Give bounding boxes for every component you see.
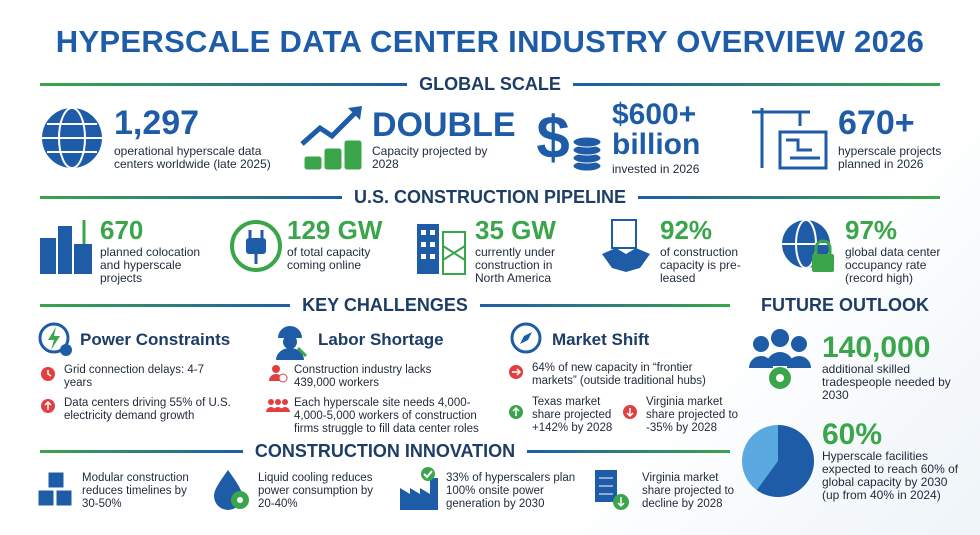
- stat-text: invested in 2026: [612, 162, 700, 176]
- server-down-icon: [595, 470, 629, 510]
- stat-text: hyperscale projects planned in 2026: [838, 144, 942, 171]
- construction-icon: [417, 224, 466, 275]
- svg-text:$: $: [536, 104, 569, 171]
- point-text: Liquid cooling reduces power consumption…: [258, 472, 374, 510]
- stat-value: 60%: [822, 418, 883, 451]
- globe-icon: [42, 107, 102, 169]
- heading-text: KEY CHALLENGES: [302, 295, 468, 315]
- divider: [40, 450, 243, 453]
- stat-value: 129 GW: [287, 215, 383, 245]
- stat-value: 1,297: [114, 104, 200, 142]
- stat-text: operational hyperscale data centers worl…: [114, 144, 271, 171]
- divider: [572, 83, 941, 86]
- group-title: Power Constraints: [80, 330, 231, 349]
- stat-text: global data center occupancy rate (recor…: [845, 245, 941, 285]
- modules-icon: [37, 471, 73, 507]
- point-text: Texas market share projected +142% by 20…: [532, 396, 613, 434]
- heading-text: CONSTRUCTION INNOVATION: [254, 441, 516, 461]
- stat-text: currently under construction in North Am…: [475, 245, 556, 285]
- section-heading: KEY CHALLENGES: [40, 295, 731, 316]
- stat-text: of total capacity coming online: [287, 245, 371, 272]
- crane-icon: [752, 108, 828, 170]
- right-icon: [509, 365, 523, 379]
- divider: [40, 83, 408, 86]
- up-icon: [509, 405, 523, 419]
- divider: [40, 304, 291, 307]
- page-title: HYPERSCALE DATA CENTER INDUSTRY OVERVIEW…: [55, 24, 925, 59]
- up-icon: [41, 399, 55, 413]
- stat-value: 92%: [660, 215, 713, 245]
- stat-value: 670+: [838, 104, 915, 142]
- divider: [638, 196, 940, 199]
- divider: [527, 450, 731, 453]
- factory-icon: [400, 467, 438, 510]
- point-text: Data centers driving 55% of U.S. electri…: [64, 397, 231, 422]
- point-text: Modular construction reduces timelines b…: [82, 472, 189, 510]
- compass-icon: [510, 322, 542, 354]
- heading-text: GLOBAL SCALE: [419, 74, 561, 94]
- stat-text: Hyperscale facilities expected to reach …: [822, 449, 959, 502]
- cooling-icon: [214, 470, 249, 510]
- point-text: Construction industry lacks 439,000 work…: [294, 364, 432, 389]
- dollar-icon: $: [536, 104, 602, 172]
- divider: [40, 196, 342, 199]
- stat-value: 97%: [845, 215, 898, 245]
- stat-value: $600+ billion: [612, 98, 701, 161]
- group-title: Labor Shortage: [318, 330, 444, 349]
- stat-value: 670: [100, 215, 144, 245]
- point-text: Each hyperscale site needs 4,000-4,000-5…: [294, 397, 479, 435]
- growth-icon: [300, 106, 363, 171]
- stat-value: DOUBLE: [372, 106, 516, 144]
- power-plug-icon: [230, 220, 282, 272]
- stat-text: planned colocation and hyperscale projec…: [100, 245, 201, 285]
- point-text: 64% of new capacity in “frontier markets…: [532, 362, 706, 387]
- stat-value: 140,000: [822, 331, 931, 364]
- globe-lock-icon: [782, 219, 834, 272]
- point-text: Virginia market share projected to -35% …: [646, 396, 739, 434]
- heading-text: U.S. CONSTRUCTION PIPELINE: [353, 187, 627, 207]
- pie-icon: [742, 425, 814, 497]
- section-heading: GLOBAL SCALE: [40, 74, 941, 95]
- section-heading: FUTURE OUTLOOK: [745, 295, 945, 316]
- section-heading: CONSTRUCTION INNOVATION: [40, 441, 731, 462]
- stat-text: Capacity projected by 2028: [372, 144, 488, 171]
- group-title: Market Shift: [552, 330, 650, 349]
- point-text: Virginia market share projected to decli…: [642, 472, 735, 510]
- stat-value: 35 GW: [475, 215, 556, 245]
- people-icon: [266, 399, 290, 412]
- divider: [479, 304, 731, 307]
- down-icon: [623, 405, 637, 419]
- power-icon: [38, 322, 72, 356]
- section-heading: U.S. CONSTRUCTION PIPELINE: [40, 187, 940, 208]
- clock-icon: [41, 367, 55, 381]
- point-text: Grid connection delays: 4-7 years: [64, 364, 204, 389]
- worker-icon: [276, 326, 308, 360]
- heading-text: FUTURE OUTLOOK: [761, 295, 929, 315]
- handshake-icon: [602, 219, 650, 272]
- workers-gear-icon: [749, 329, 811, 389]
- point-text: 33% of hyperscalers plan 100% onsite pow…: [446, 472, 576, 510]
- buildings-icon: [40, 220, 92, 274]
- person-x-icon: [269, 365, 288, 383]
- stat-text: additional skilled tradespeople needed b…: [822, 362, 951, 402]
- stat-text: of construction capacity is pre-leased: [660, 245, 741, 285]
